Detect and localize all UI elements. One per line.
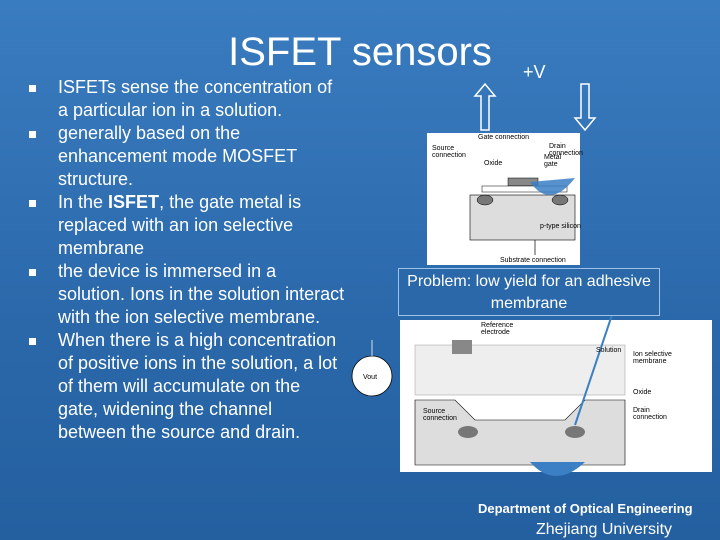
bullet: In the ISFET, the gate metal is replaced…	[0, 191, 345, 260]
diagram-label: connection	[633, 414, 667, 421]
bullet: generally based on the enhancement mode …	[0, 122, 345, 191]
bullet: ISFETs sense the concentration of a part…	[0, 76, 345, 122]
bullet: the device is immersed in a solution. Io…	[0, 260, 345, 329]
bullet-text: , the gate metal is replaced with an ion…	[58, 192, 302, 258]
diagram-label: connection	[432, 152, 466, 159]
diagram-label: Oxide	[484, 160, 502, 167]
diagram-label: p-type silicon	[540, 223, 581, 230]
up-arrow	[473, 82, 497, 131]
diagram-label: Source	[432, 145, 454, 152]
department: Department of Optical Engineering	[478, 501, 693, 516]
diagram-label: Substrate connection	[500, 257, 566, 264]
diagram-label: Ion selective	[633, 351, 672, 358]
diagram-label: membrane	[633, 358, 667, 365]
bullet-list: ISFETs sense the concentration of a part…	[0, 76, 345, 444]
slide-title: ISFET sensors	[228, 30, 492, 74]
diagram-label: Solution	[596, 347, 621, 354]
diagram-label: connection	[549, 150, 583, 157]
diagram-label: Reference	[481, 322, 513, 329]
diagram-label: connection	[423, 415, 457, 422]
bullet: When there is a high concentration of po…	[0, 329, 345, 444]
bullet-bold: ISFET	[108, 192, 160, 212]
diagram-label: Oxide	[633, 389, 651, 396]
diagram-label: Gate connection	[478, 134, 529, 141]
diagram-label: Drain	[633, 407, 650, 414]
bullet-text: In the	[58, 192, 109, 212]
diagram-label: Drain	[549, 143, 566, 150]
diagram-label: Vout	[363, 374, 377, 381]
down-arrow	[573, 83, 597, 132]
voltage-label: +V	[523, 62, 546, 82]
diagram-label: gate	[544, 161, 558, 168]
diagram-label: Metal	[544, 154, 562, 161]
problem-note: Problem: low yield for an adhesive membr…	[398, 268, 660, 316]
diagram-label: electrode	[481, 329, 510, 336]
diagram-label: Source	[423, 408, 445, 415]
university: Zhejiang University	[536, 521, 673, 538]
